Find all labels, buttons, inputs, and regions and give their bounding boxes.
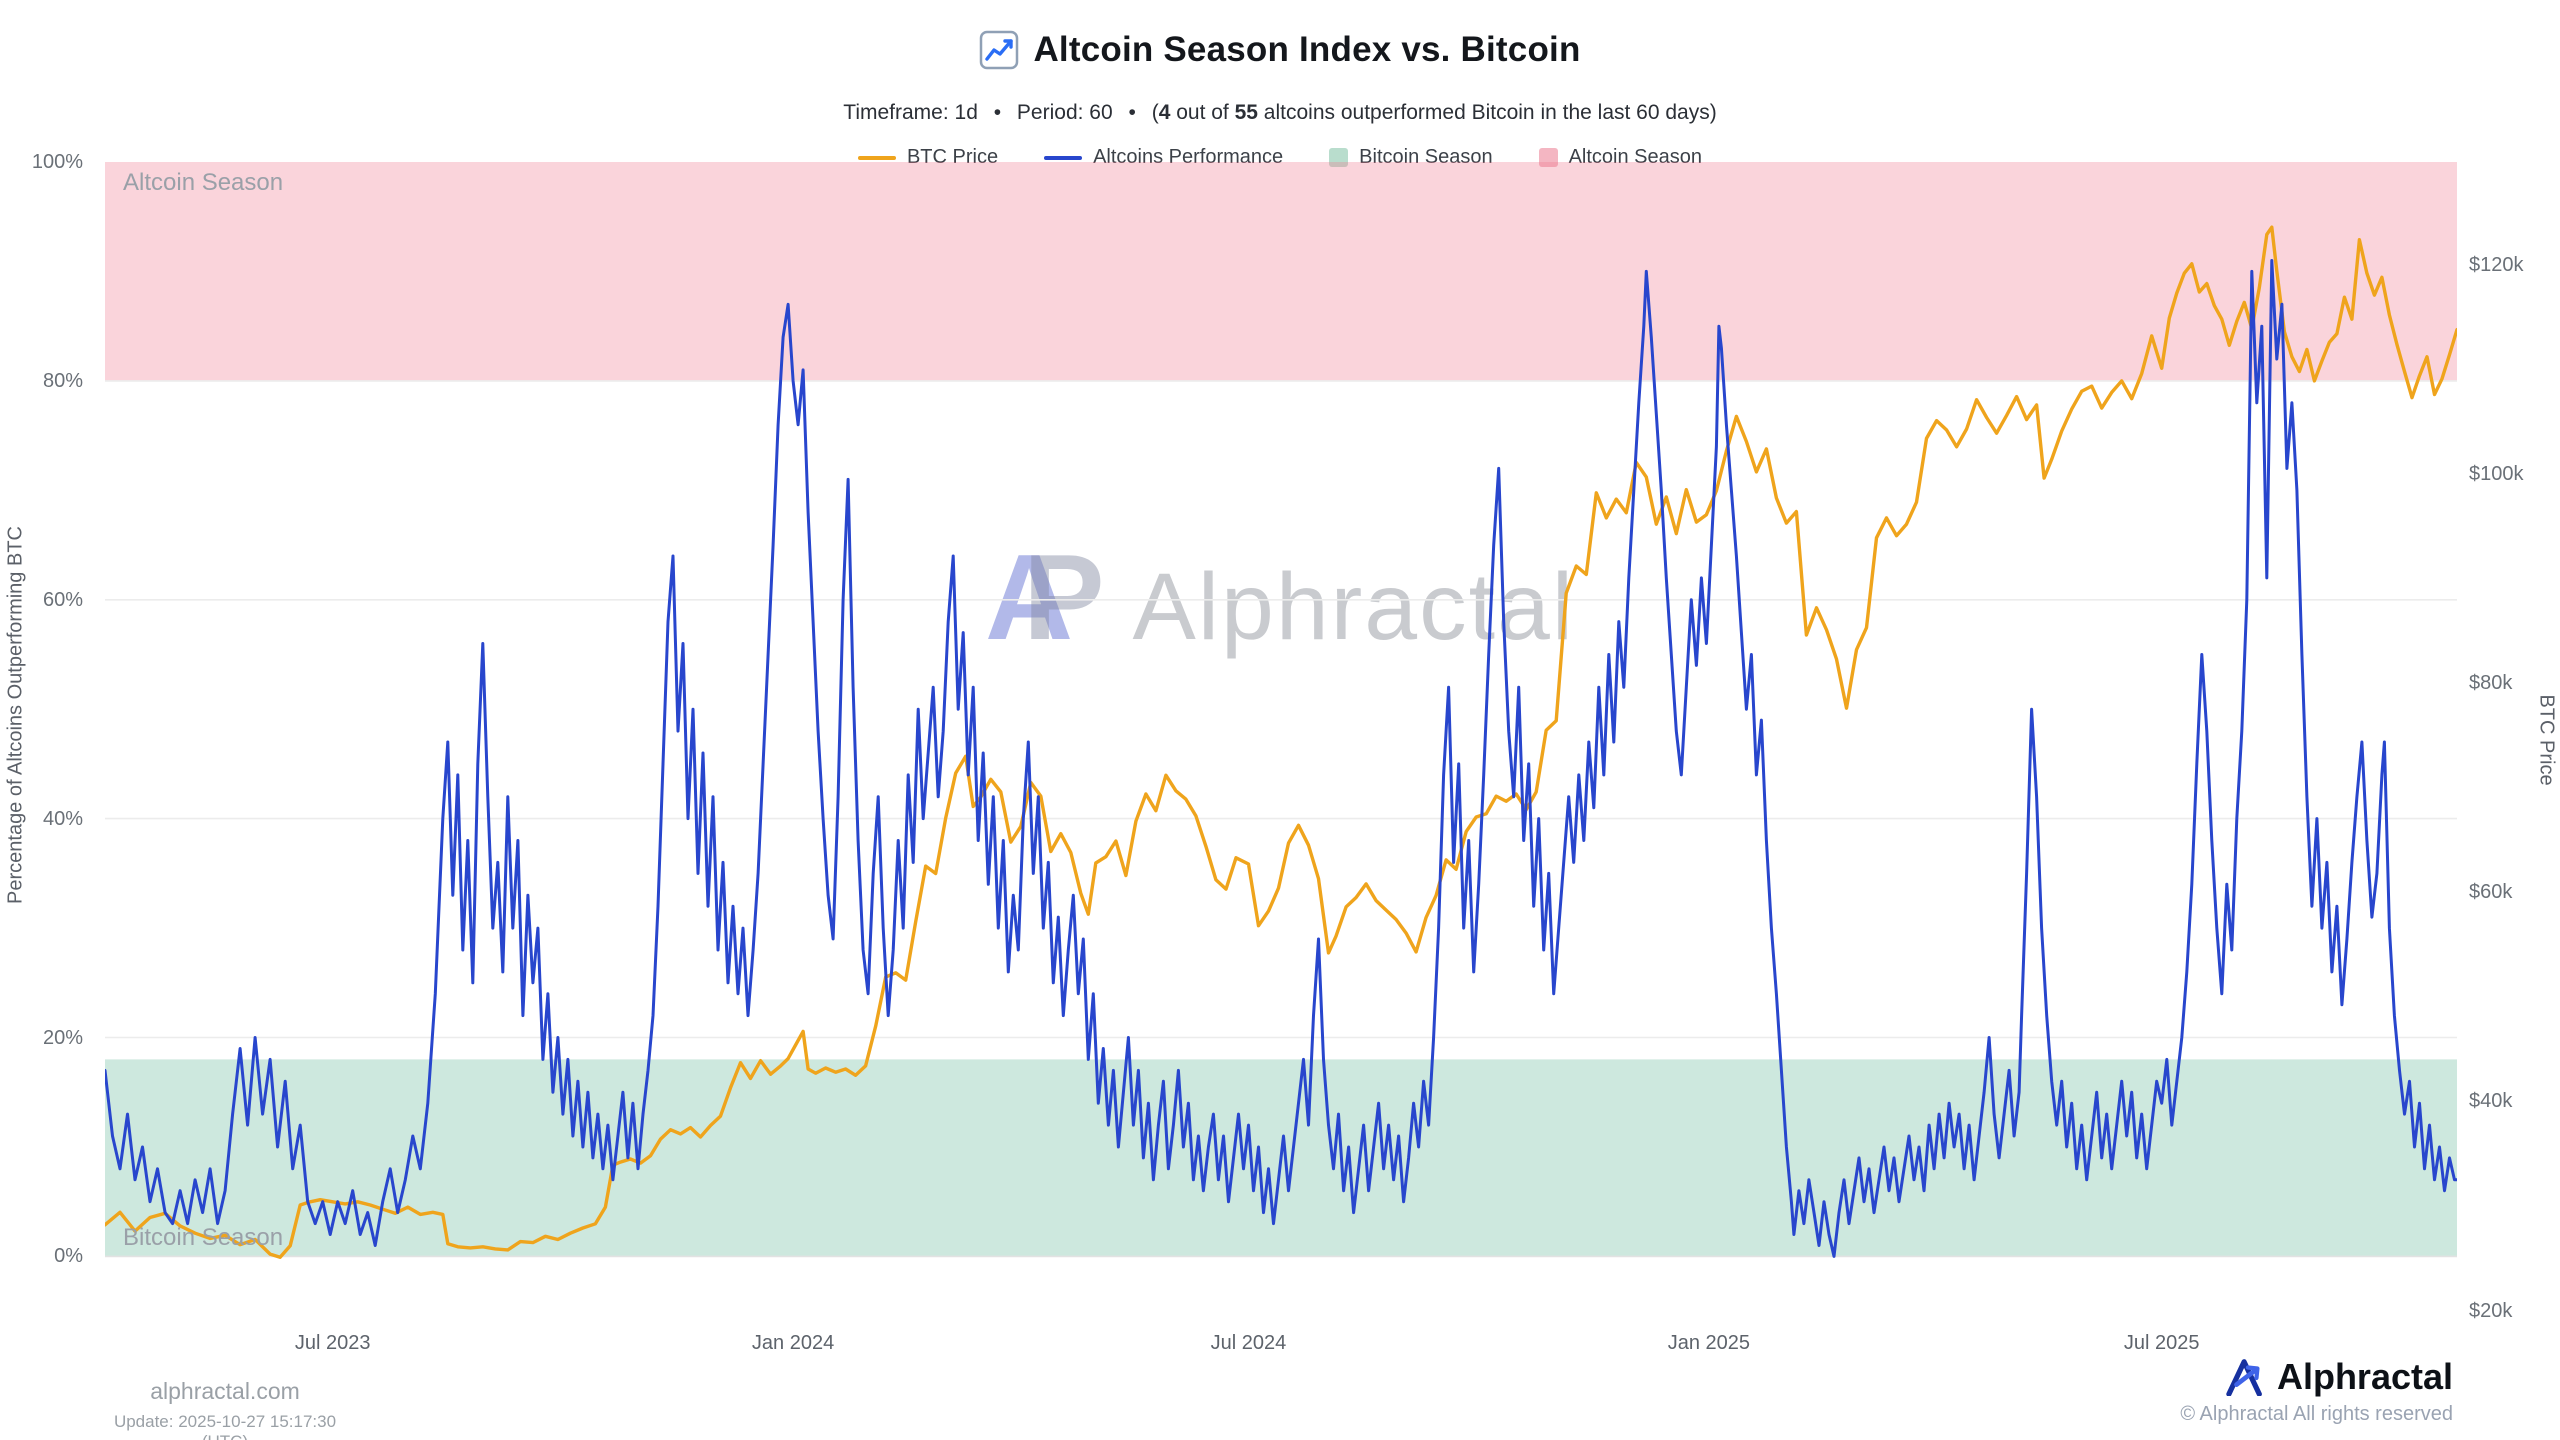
- legend-item-altcoin-season[interactable]: Altcoin Season: [1538, 146, 1703, 169]
- y-right-tick--120k: $120k: [2469, 253, 2524, 276]
- legend-swatch-altcoins-performance-line-icon: [1044, 155, 1083, 160]
- page-title: Altcoin Season Index vs. Bitcoin: [1033, 30, 1581, 69]
- subtitle-period: Period: 60: [1016, 101, 1113, 124]
- y-axis-right-title: BTC Price: [2535, 694, 2558, 786]
- legend-swatch-bitcoin-season-box-icon: [1329, 148, 1349, 167]
- y-left-tick-0-: 0%: [54, 1245, 83, 1268]
- y-left-tick-80-: 80%: [42, 369, 83, 392]
- legend-item-altcoins-performance[interactable]: Altcoins Performance: [1044, 146, 1283, 169]
- subtitle-stat-mid: out of: [1170, 101, 1235, 124]
- y-right-tick--40k: $40k: [2469, 1090, 2513, 1113]
- alphractal-logo-icon: [2226, 1359, 2262, 1396]
- y-axis-left-title: Percentage of Altcoins Outperforming BTC: [4, 526, 27, 904]
- altcoin-season-band-label: Altcoin Season: [123, 169, 284, 196]
- legend: BTC Price Altcoins Performance Bitcoin Sea…: [0, 146, 2560, 169]
- brand-row: Alphractal: [2180, 1356, 2453, 1398]
- update-timestamp: Update: 2025-10-27 15:17:30 (UTC): [113, 1412, 337, 1440]
- x-tick-jul-2024: Jul 2024: [1210, 1332, 1287, 1354]
- subtitle-stat-rest: altcoins outperformed Bitcoin in the las…: [1257, 101, 1717, 124]
- brand-name: Alphractal: [2276, 1356, 2453, 1397]
- y-right-tick--100k: $100k: [2469, 462, 2524, 485]
- footer-left: alphractal.com Update: 2025-10-27 15:17:…: [100, 1378, 350, 1440]
- site-link[interactable]: alphractal.com: [150, 1378, 300, 1404]
- series-btc-price: [105, 225, 2457, 1260]
- subtitle-outperformed-count: 4: [1158, 101, 1171, 124]
- legend-item-btc-price[interactable]: BTC Price: [857, 146, 999, 169]
- y-right-tick--20k: $20k: [2469, 1299, 2513, 1322]
- legend-item-bitcoin-season[interactable]: Bitcoin Season: [1329, 146, 1493, 169]
- chart-plot-area[interactable]: [105, 162, 2457, 1320]
- y-right-tick--80k: $80k: [2469, 672, 2513, 695]
- y-right-tick--60k: $60k: [2469, 881, 2513, 904]
- y-left-tick-40-: 40%: [42, 807, 83, 830]
- legend-label-altcoin-season: Altcoin Season: [1568, 146, 1703, 168]
- bitcoin-season-band-label: Bitcoin Season: [123, 1224, 284, 1251]
- header: Altcoin Season Index vs. Bitcoin: [0, 30, 2560, 70]
- legend-label-btc-price: BTC Price: [906, 146, 999, 168]
- legend-swatch-btc-price-line-icon: [857, 155, 896, 160]
- subtitle-total-count: 55: [1234, 101, 1258, 124]
- x-tick-jan-2024: Jan 2024: [751, 1332, 835, 1354]
- y-left-tick-20-: 20%: [42, 1026, 83, 1049]
- subtitle-dot: •: [1128, 101, 1136, 124]
- series-altcoins-performance: [105, 259, 2457, 1258]
- y-left-tick-60-: 60%: [42, 588, 83, 611]
- x-tick-jul-2025: Jul 2025: [2123, 1332, 2200, 1354]
- footer-right: Alphractal © Alphractal All rights reser…: [2180, 1356, 2453, 1426]
- subtitle-stat-open: (: [1151, 101, 1159, 124]
- legend-label-altcoins-performance: Altcoins Performance: [1093, 146, 1284, 168]
- legend-label-bitcoin-season: Bitcoin Season: [1359, 146, 1493, 168]
- subtitle-timeframe: Timeframe: 1d: [843, 101, 978, 124]
- y-left-tick-100-: 100%: [31, 151, 83, 173]
- chart-icon: [980, 30, 1019, 70]
- copyright: © Alphractal All rights reserved: [2180, 1403, 2453, 1425]
- x-tick-jul-2023: Jul 2023: [294, 1332, 371, 1354]
- legend-swatch-altcoin-season-box-icon: [1538, 148, 1558, 167]
- subtitle-dot: •: [993, 101, 1002, 124]
- band-altcoin-season: [105, 162, 2457, 381]
- subtitle: Timeframe: 1d • Period: 60 • (4 out of 5…: [0, 101, 2560, 125]
- x-tick-jan-2025: Jan 2025: [1667, 1332, 1750, 1354]
